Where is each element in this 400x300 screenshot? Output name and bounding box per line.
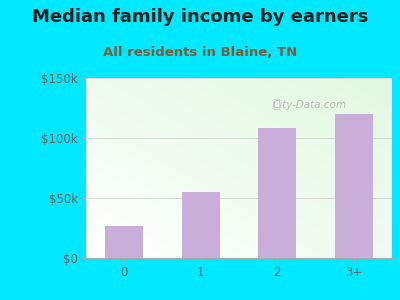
Text: Median family income by earners: Median family income by earners <box>32 8 368 26</box>
Text: City-Data.com: City-Data.com <box>272 100 346 110</box>
Text: All residents in Blaine, TN: All residents in Blaine, TN <box>103 46 297 59</box>
Bar <box>182 192 220 258</box>
Bar <box>258 128 296 258</box>
Bar <box>105 226 143 258</box>
Text: Ⓢ: Ⓢ <box>272 98 280 112</box>
Bar <box>335 114 373 258</box>
